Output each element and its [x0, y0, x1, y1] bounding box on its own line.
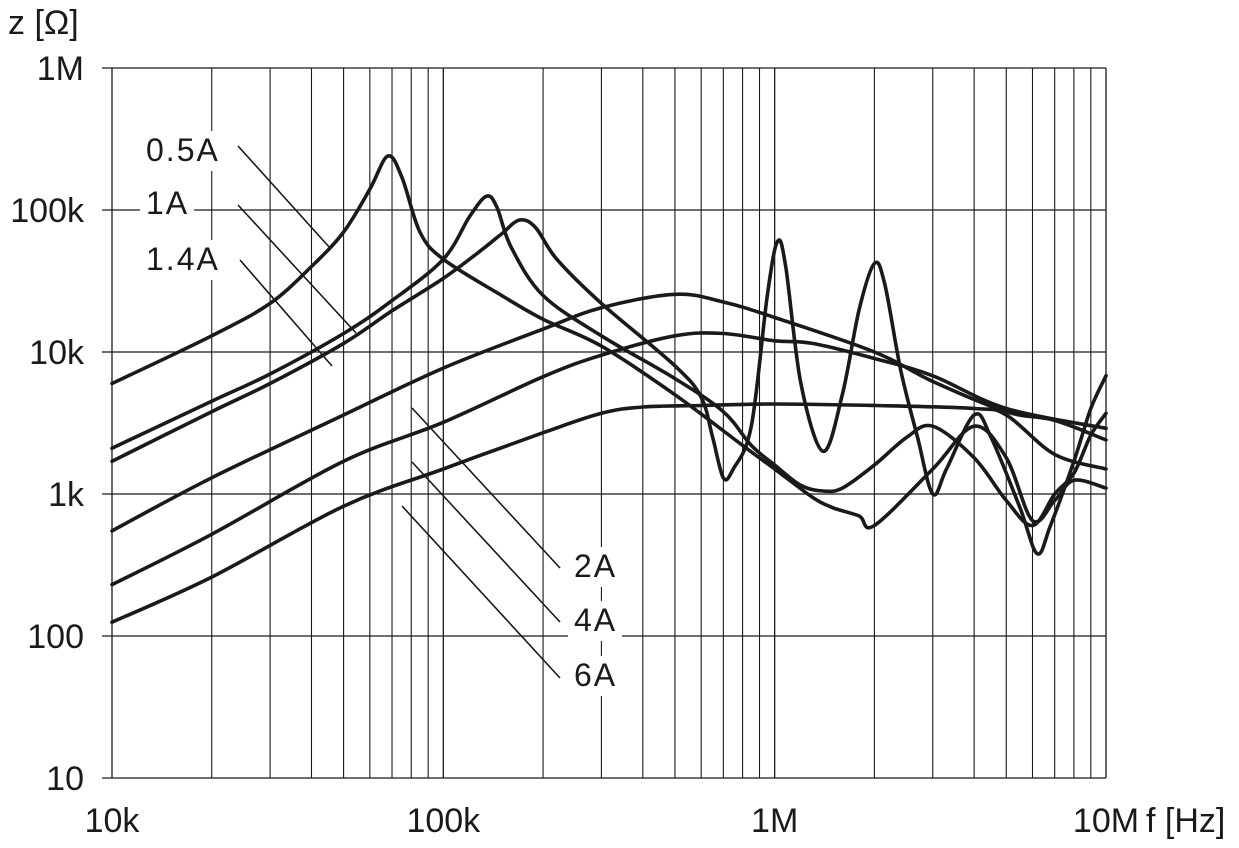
- tick-labels: 10 100 1k 10k 100k 1M 10k 100k 1M 10M: [10, 50, 1139, 840]
- leader-line: [239, 259, 333, 367]
- y-axis-label: z [Ω]: [8, 4, 79, 42]
- y-tick-label: 10: [46, 760, 84, 798]
- series-label-bg: [568, 656, 622, 696]
- series-label-2A: 2A: [574, 548, 617, 584]
- series-curves: [110, 154, 1108, 624]
- x-tick-label: 10M: [1073, 802, 1139, 840]
- series-2A-line: [110, 292, 1108, 533]
- series-1A-line: [110, 194, 1108, 528]
- series-label-1_4A: 1.4A: [146, 241, 220, 277]
- series-label-bg: [140, 240, 236, 280]
- series-1_4A-line: [110, 217, 1108, 556]
- y-tick-label: 100k: [10, 192, 85, 230]
- y-tick-label: 1k: [48, 476, 85, 514]
- leader-line: [237, 204, 357, 334]
- series-label-1A: 1A: [146, 185, 189, 221]
- series-label-4A: 4A: [574, 602, 617, 638]
- leader-line: [401, 505, 561, 679]
- x-tick-label: 1M: [751, 802, 798, 840]
- x-tick-label: 100k: [406, 802, 481, 840]
- x-tick-label: 10k: [85, 802, 141, 840]
- series-label-bg: [140, 131, 236, 171]
- series-label-bg: [568, 547, 622, 587]
- series-label-bg: [568, 601, 622, 641]
- x-axis-label: f [Hz]: [1146, 802, 1225, 840]
- series-6A-line: [110, 402, 1108, 624]
- y-tick-label: 1M: [37, 50, 84, 88]
- series-label-bg: [140, 184, 194, 224]
- y-tick-label: 10k: [29, 334, 85, 372]
- leader-line: [237, 145, 331, 249]
- label-leaders: 0.5A 1A 1.4A 2A 4A 6A: [140, 131, 622, 696]
- leader-line: [411, 407, 561, 569]
- series-label-0_5A: 0.5A: [146, 132, 220, 168]
- leader-line: [411, 461, 561, 623]
- y-tick-label: 100: [27, 618, 84, 656]
- series-4A-line: [110, 331, 1108, 587]
- series-label-6A: 6A: [574, 657, 617, 693]
